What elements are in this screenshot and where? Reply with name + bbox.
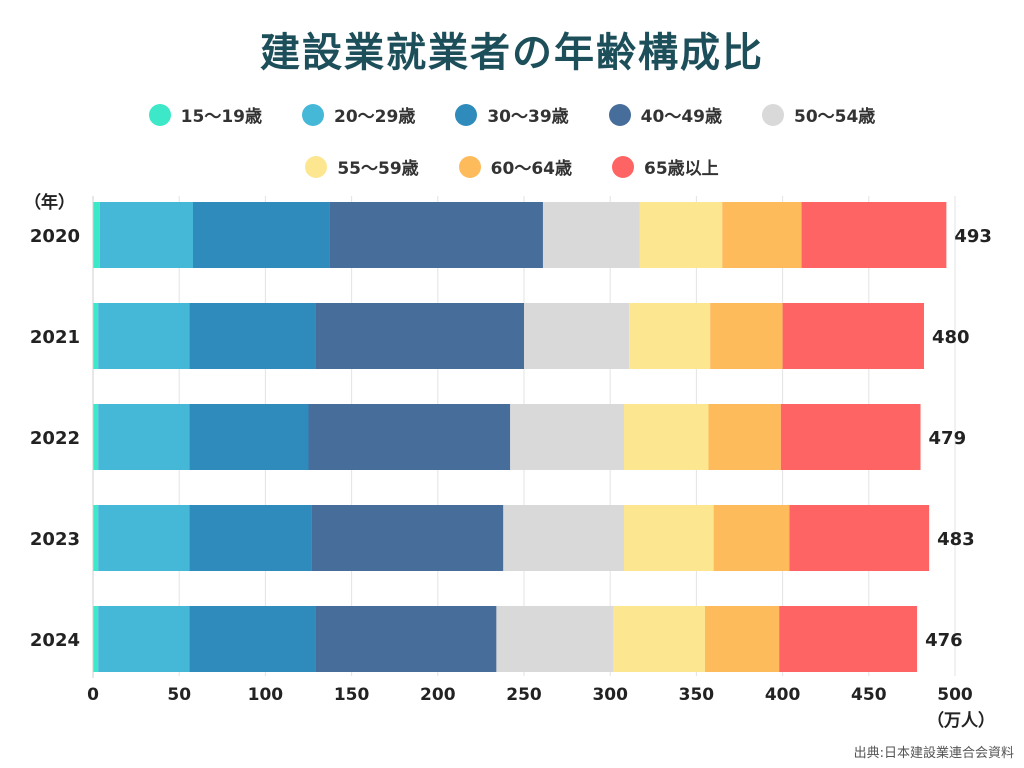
legend-swatch-5 — [305, 155, 328, 178]
bar-2022-0 — [93, 404, 99, 470]
bar-2024-1 — [98, 606, 190, 672]
bar-2021-4 — [524, 303, 630, 369]
legend-swatch-7 — [611, 155, 634, 178]
legend-label-4: 50〜54歳 — [793, 107, 876, 127]
x-tick-label-400: 400 — [765, 685, 801, 705]
legend-item-4: 50〜54歳 — [761, 102, 876, 127]
legend-item-5: 55〜59歳 — [305, 154, 419, 179]
bar-2024-5 — [613, 606, 706, 672]
source-note: 出典:日本建設業連合会資料 — [853, 746, 1014, 761]
chart-title: 建設業就業者の年齢構成比 — [260, 30, 764, 76]
x-tick-label-50: 50 — [167, 685, 191, 705]
bar-2021-5 — [629, 303, 711, 369]
y-axis-label: （年） — [24, 192, 75, 213]
bar-2022-4 — [510, 404, 624, 470]
x-tick-label-150: 150 — [334, 685, 370, 705]
legend-label-6: 60〜64歳 — [490, 159, 572, 179]
bar-2023-5 — [623, 505, 714, 571]
bar-2020-1 — [99, 202, 193, 268]
legend-label-0: 15〜19歳 — [180, 107, 262, 127]
bar-2021-0 — [93, 303, 99, 369]
bar-2020-7 — [801, 202, 947, 268]
legend-item-7: 65歳以上 — [611, 154, 719, 179]
total-label-2021: 480 — [932, 327, 970, 348]
legend-item-2: 30〜39歳 — [455, 102, 569, 127]
x-tick-label-450: 450 — [851, 685, 887, 705]
bar-2023-2 — [189, 505, 312, 571]
legend-label-3: 40〜49歳 — [640, 107, 722, 127]
x-tick-label-300: 300 — [592, 685, 628, 705]
legend-item-6: 60〜64歳 — [458, 154, 572, 179]
x-tick-label-250: 250 — [506, 685, 542, 705]
bar-2023-0 — [93, 505, 99, 571]
bar-2022-2 — [189, 404, 309, 470]
legend-label-1: 20〜29歳 — [334, 107, 416, 127]
legend-swatch-1 — [302, 103, 324, 126]
bar-2022-7 — [780, 404, 921, 470]
x-tick-label-100: 100 — [248, 685, 284, 705]
bar-2024-3 — [315, 606, 497, 672]
legend-item-1: 20〜29歳 — [302, 102, 415, 127]
category-label-2021: 2021 — [30, 327, 80, 348]
category-label-2023: 2023 — [30, 529, 80, 550]
bar-2020-6 — [722, 202, 802, 268]
total-label-2022: 479 — [929, 428, 967, 449]
total-label-2024: 476 — [925, 630, 963, 651]
bar-2020-2 — [192, 202, 330, 268]
legend-label-7: 65歳以上 — [643, 159, 719, 179]
bar-2023-4 — [503, 505, 624, 571]
legend-swatch-2 — [455, 103, 478, 126]
bar-2022-6 — [708, 404, 781, 470]
bar-2024-4 — [496, 606, 614, 672]
bar-2022-3 — [308, 404, 511, 470]
bar-2024-0 — [93, 606, 99, 672]
category-label-2022: 2022 — [30, 428, 80, 449]
legend-swatch-0 — [148, 103, 171, 126]
bar-2020-3 — [329, 202, 543, 268]
total-label-2023: 483 — [937, 529, 975, 550]
category-label-2024: 2024 — [30, 630, 80, 651]
bar-2023-3 — [311, 505, 504, 571]
x-tick-label-0: 0 — [87, 685, 99, 705]
legend-item-3: 40〜49歳 — [608, 102, 722, 127]
bar-2020-0 — [93, 202, 100, 268]
legend-row-1: 15〜19歳 20〜29歳 30〜39歳 40〜49歳 50〜54歳 — [0, 102, 1024, 127]
legend-item-0: 15〜19歳 — [148, 102, 262, 127]
bar-2024-7 — [779, 606, 918, 672]
legend-swatch-4 — [761, 103, 784, 126]
bar-2021-2 — [189, 303, 316, 369]
x-tick-label-500: 500 — [937, 685, 973, 705]
bar-2024-6 — [705, 606, 780, 672]
legend-row-2: 55〜59歳 60〜64歳 65歳以上 — [0, 154, 1024, 179]
bar-2021-7 — [782, 303, 924, 369]
bar-2020-5 — [639, 202, 723, 268]
legend-swatch-3 — [608, 103, 631, 126]
bar-2022-5 — [623, 404, 709, 470]
x-tick-label-350: 350 — [679, 685, 715, 705]
x-axis-label: （万人） — [927, 710, 995, 731]
bar-2022-1 — [98, 404, 190, 470]
legend-label-2: 30〜39歳 — [487, 107, 569, 127]
x-tick-label-200: 200 — [420, 685, 456, 705]
legend-swatch-6 — [458, 155, 481, 178]
bar-2023-6 — [713, 505, 790, 571]
bar-2021-3 — [315, 303, 524, 369]
bar-2023-1 — [98, 505, 190, 571]
bar-2023-7 — [789, 505, 930, 571]
category-label-2020: 2020 — [30, 226, 80, 247]
bar-2021-6 — [710, 303, 783, 369]
bar-2020-4 — [542, 202, 640, 268]
legend-label-5: 55〜59歳 — [337, 159, 419, 179]
total-label-2020: 493 — [954, 226, 992, 247]
bar-2024-2 — [189, 606, 316, 672]
bar-2021-1 — [98, 303, 190, 369]
